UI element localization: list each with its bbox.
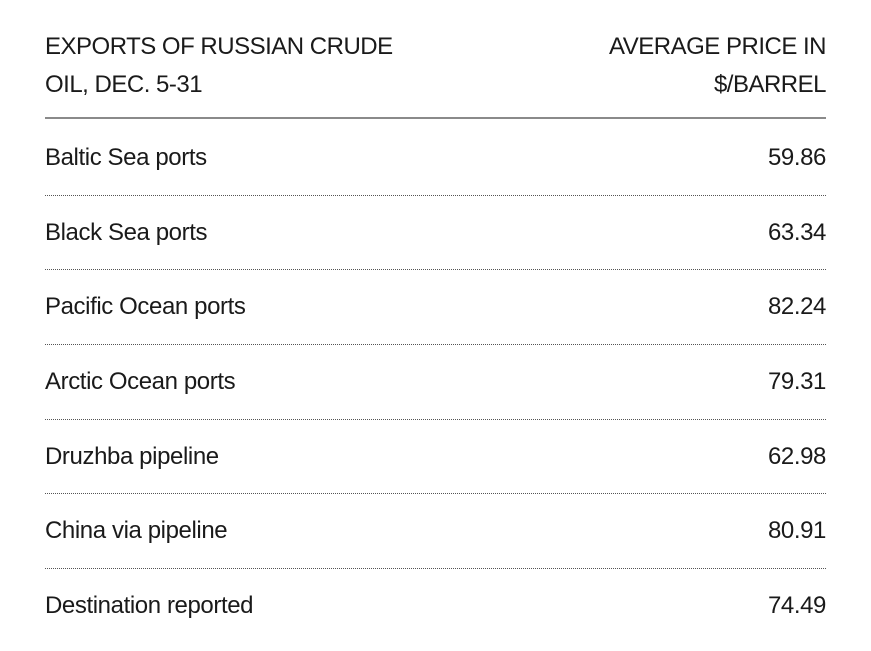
header-price-line2: $/BARREL	[713, 71, 827, 98]
table-row: China via pipeline 80.91	[45, 494, 826, 570]
table-header: EXPORTS OF RUSSIAN CRUDE OIL, DEC. 5-31 …	[45, 28, 826, 119]
row-value: 59.86	[767, 143, 826, 171]
table-row: Destination reported 74.49	[45, 569, 826, 644]
price-table: EXPORTS OF RUSSIAN CRUDE OIL, DEC. 5-31 …	[45, 28, 826, 644]
header-exports-line2: OIL, DEC. 5-31	[45, 71, 203, 98]
row-label: Druzhba pipeline	[45, 442, 219, 470]
row-value: 79.31	[767, 367, 826, 395]
row-label: China via pipeline	[45, 517, 228, 545]
row-value: 62.98	[767, 442, 826, 470]
table-row: Baltic Sea ports 59.86	[45, 121, 826, 196]
table-row: Druzhba pipeline 62.98	[45, 420, 826, 495]
table-body: Baltic Sea ports 59.86 Black Sea ports 6…	[45, 119, 826, 644]
header-exports: EXPORTS OF RUSSIAN CRUDE OIL, DEC. 5-31	[45, 28, 393, 104]
row-value: 63.34	[767, 218, 826, 246]
header-price-line1: AVERAGE PRICE IN	[609, 33, 826, 60]
row-label: Baltic Sea ports	[45, 143, 207, 171]
row-label: Black Sea ports	[45, 218, 208, 246]
row-value: 82.24	[767, 293, 826, 321]
row-label: Arctic Ocean ports	[45, 367, 236, 395]
header-price: AVERAGE PRICE IN $/BARREL	[609, 28, 826, 104]
table-row: Arctic Ocean ports 79.31	[45, 345, 826, 420]
header-exports-line1: EXPORTS OF RUSSIAN CRUDE	[45, 33, 393, 60]
row-label: Pacific Ocean ports	[45, 293, 246, 321]
row-label: Destination reported	[45, 592, 254, 620]
table-row: Pacific Ocean ports 82.24	[45, 270, 826, 346]
row-value: 74.49	[767, 592, 826, 620]
table-row: Black Sea ports 63.34	[45, 196, 826, 271]
row-value: 80.91	[767, 517, 826, 545]
